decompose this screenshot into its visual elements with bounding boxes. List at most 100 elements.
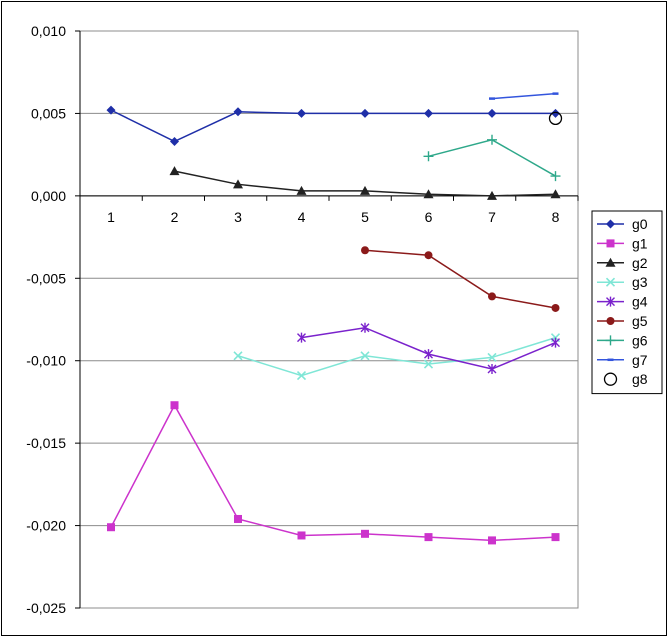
legend-marker bbox=[605, 257, 616, 267]
legend-marker bbox=[606, 317, 615, 325]
data-point-g6 bbox=[423, 151, 434, 162]
data-point-g2 bbox=[550, 189, 561, 199]
data-point-g3 bbox=[487, 352, 497, 362]
series-g1 bbox=[107, 401, 560, 545]
data-point-g1 bbox=[551, 533, 560, 542]
y-tick-label: 0,005 bbox=[31, 105, 66, 121]
legend-marker bbox=[603, 372, 618, 386]
series-line-g0 bbox=[110, 109, 556, 143]
legend-marker bbox=[606, 239, 615, 248]
x-tick-label: 7 bbox=[488, 209, 496, 225]
series-g0 bbox=[106, 105, 560, 146]
legend-label: g1 bbox=[632, 235, 648, 251]
data-point-g1 bbox=[170, 401, 179, 410]
series-g6 bbox=[423, 134, 561, 182]
legend-item-g1: g1 bbox=[597, 235, 648, 251]
data-point-g2 bbox=[423, 189, 434, 199]
legend-item-g7: g7 bbox=[597, 352, 648, 368]
legend-label: g4 bbox=[632, 294, 648, 310]
legend-label: g6 bbox=[632, 332, 648, 348]
x-tick-label: 3 bbox=[234, 209, 242, 225]
series-line-g6 bbox=[428, 139, 556, 177]
data-point-g0 bbox=[424, 108, 433, 118]
data-point-g2 bbox=[296, 185, 307, 195]
data-point-g5 bbox=[424, 251, 433, 260]
y-tick-label: 0,000 bbox=[31, 188, 66, 204]
data-point-g3 bbox=[296, 370, 307, 381]
legend-marker bbox=[606, 219, 615, 229]
series-g8 bbox=[548, 111, 563, 126]
data-point-g0 bbox=[233, 107, 243, 117]
legend-label: g7 bbox=[632, 352, 648, 368]
data-point-g1 bbox=[424, 533, 433, 542]
y-tick-label: -0,020 bbox=[26, 518, 66, 534]
series-line-g1 bbox=[110, 403, 556, 542]
series-g5 bbox=[361, 246, 560, 312]
data-point-g4 bbox=[551, 337, 560, 348]
data-point-g0 bbox=[170, 136, 179, 146]
data-point-g8 bbox=[548, 111, 563, 126]
data-point-g4 bbox=[297, 332, 306, 343]
y-tick-label: 0,010 bbox=[31, 23, 66, 39]
y-tick-label: -0,005 bbox=[26, 270, 66, 286]
data-point-g1 bbox=[107, 523, 115, 532]
x-tick-label: 4 bbox=[298, 209, 306, 225]
series-line-g7 bbox=[491, 92, 556, 100]
data-point-g6 bbox=[550, 171, 561, 182]
legend-marker bbox=[606, 296, 615, 307]
legend-item-g2: g2 bbox=[597, 255, 648, 271]
y-tick-labels: 0,010 0,005 0,000 -0,005 -0,010 -0,015 -0,020 -… bbox=[26, 23, 66, 616]
legend-item-g3: g3 bbox=[597, 274, 648, 290]
legend-label: g8 bbox=[632, 371, 648, 387]
series-g7 bbox=[489, 92, 559, 100]
data-point-g4 bbox=[360, 322, 370, 333]
legend-item-g6: g6 bbox=[597, 332, 648, 348]
data-point-g2 bbox=[360, 185, 370, 195]
data-point-g0 bbox=[551, 108, 560, 118]
data-point-g5 bbox=[488, 292, 496, 301]
legend-label: g3 bbox=[632, 274, 648, 290]
grid bbox=[80, 30, 578, 609]
series-line-g5 bbox=[364, 249, 556, 309]
data-point-g5 bbox=[361, 246, 369, 255]
data-point-g2 bbox=[233, 179, 243, 189]
legend-label: g2 bbox=[632, 255, 648, 271]
x-tick-label: 2 bbox=[171, 209, 179, 225]
series-g2 bbox=[169, 166, 561, 200]
legend-item-g0: g0 bbox=[597, 216, 648, 232]
legend-marker bbox=[605, 335, 616, 346]
series-line-g3 bbox=[237, 336, 556, 377]
x-tick-label: 6 bbox=[425, 209, 433, 225]
x-tick-label: 8 bbox=[552, 209, 560, 225]
data-point-g1 bbox=[234, 514, 242, 523]
y-tick-label: -0,010 bbox=[26, 353, 66, 369]
data-point-g0 bbox=[106, 105, 116, 115]
data-point-g1 bbox=[297, 531, 306, 540]
legend-label: g0 bbox=[632, 216, 648, 232]
data-point-g3 bbox=[423, 359, 434, 369]
y-tick-label: -0,015 bbox=[26, 435, 66, 451]
legend-marker bbox=[605, 277, 616, 287]
series-layer bbox=[106, 92, 563, 545]
data-point-g2 bbox=[169, 166, 180, 176]
data-point-g0 bbox=[360, 108, 370, 118]
legend-item-g8: g8 bbox=[603, 371, 648, 387]
x-tick-label: 1 bbox=[107, 209, 115, 225]
legend: g0 g1 g2 g3 g4 g5 g6 g7 g8 bbox=[591, 210, 663, 395]
data-point-g3 bbox=[233, 351, 243, 361]
data-point-g3 bbox=[360, 351, 370, 361]
axes bbox=[75, 30, 579, 609]
data-point-g0 bbox=[297, 108, 306, 118]
data-point-g1 bbox=[488, 536, 496, 545]
x-tick-labels: 1 2 3 4 5 6 7 8 bbox=[107, 209, 560, 225]
data-point-g0 bbox=[487, 108, 497, 118]
series-line-g4 bbox=[301, 326, 556, 370]
legend-item-g4: g4 bbox=[597, 294, 648, 310]
data-point-g4 bbox=[424, 349, 433, 360]
data-point-g2 bbox=[487, 190, 497, 200]
data-point-g4 bbox=[487, 363, 497, 374]
data-point-g1 bbox=[361, 529, 369, 538]
legend-item-g5: g5 bbox=[597, 313, 648, 329]
data-point-g6 bbox=[487, 134, 497, 145]
